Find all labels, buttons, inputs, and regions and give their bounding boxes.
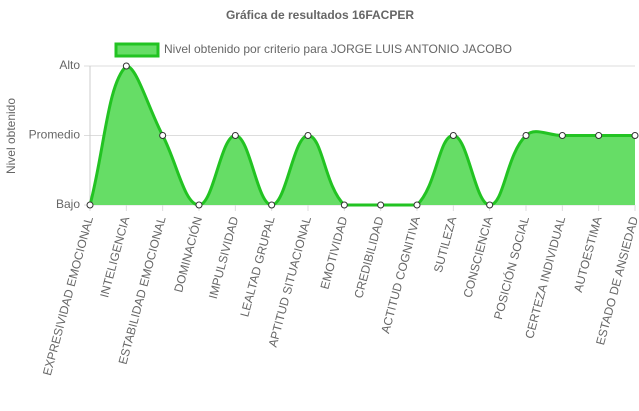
x-tick-label: CREDIBILIDAD [351,215,386,300]
chart-title: Gráfica de resultados 16FACPER [226,8,414,22]
legend-swatch [114,42,160,58]
point [595,132,603,139]
x-tick-label: ACTITUD COGNITIVA [378,215,423,335]
x-tick-label: EMOTIVIDAD [317,215,350,291]
x-tick-label: LEALTAD GRUPAL [237,215,277,319]
point [340,201,348,209]
y-tick-label: Alto [59,58,80,72]
point [449,132,457,139]
point [231,132,239,139]
point [268,201,276,209]
point [558,132,566,139]
point [631,132,639,139]
x-tick-label: IMPULSIVIDAD [206,215,242,301]
point [159,132,167,139]
point [486,201,494,209]
x-tick-label: EXPRESIVIDAD EMOCIONAL [40,215,96,377]
point [522,132,530,139]
x-tick-label: SUTILEZA [431,215,459,274]
y-axis-label: Nivel obtenido [4,98,18,174]
legend-label: Nivel obtenido por criterio para JORGE L… [164,42,512,56]
point [377,201,385,209]
y-tick-label: Bajo [56,197,80,211]
y-tick-label: Promedio [29,128,81,142]
point [195,201,203,209]
area [90,66,635,205]
x-tick-label: CONSCIENCIA [461,215,496,299]
x-tick-label: POSICIÓN SOCIAL [490,214,532,321]
point [413,201,421,209]
point [122,62,130,70]
x-tick-label: CERTEZA INDIVIDUAL [522,215,568,340]
x-tick-label: INTELIGENCIA [97,215,132,299]
x-tick-label: DOMINACIÓN [170,215,205,294]
x-tick-label: AUTOESTIMA [571,215,605,294]
point [304,132,312,139]
point [86,201,94,209]
